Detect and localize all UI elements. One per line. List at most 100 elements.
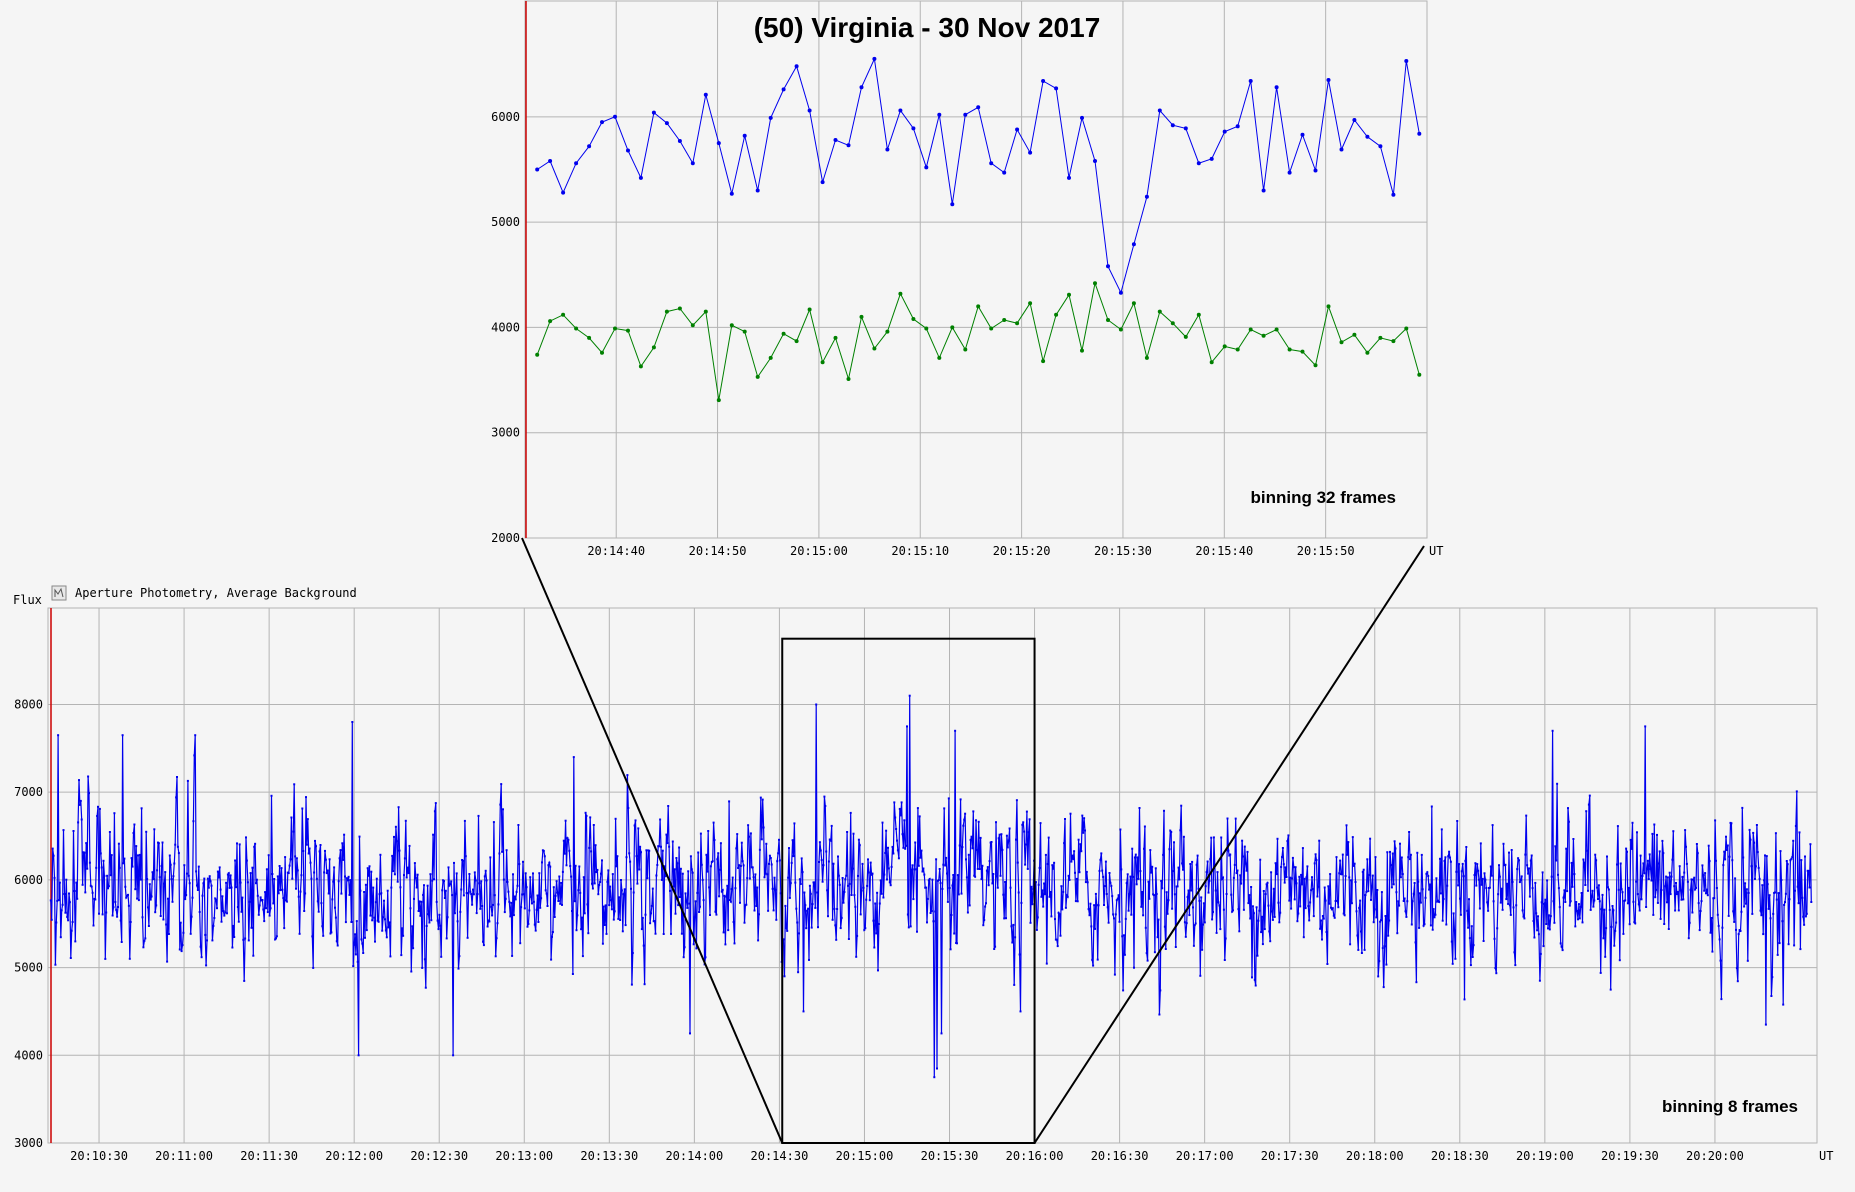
full-chart-data-point [1549, 915, 1552, 918]
full-chart-data-point [532, 900, 535, 903]
full-chart-data-point [141, 916, 144, 919]
zoom-chart-data-point [976, 304, 981, 309]
full-chart-data-point [1683, 871, 1686, 874]
full-chart-data-point [1725, 835, 1727, 838]
full-chart-data-point [1242, 855, 1244, 858]
full-chart-data-point [922, 867, 925, 870]
full-chart-data-point [1096, 958, 1099, 961]
full-chart-data-point [1363, 948, 1366, 951]
full-chart-data-point [650, 904, 653, 907]
full-chart-data-point [305, 843, 308, 846]
full-chart-data-point [985, 869, 988, 872]
full-chart-data-point [683, 946, 686, 949]
full-chart-data-point [1234, 817, 1237, 820]
full-chart-data-point [1482, 940, 1485, 942]
zoom-chart-data-point [613, 114, 617, 119]
full-chart-x-tick-label: 20:18:00 [1346, 1149, 1404, 1163]
full-chart-data-point [278, 865, 281, 867]
full-chart-data-point [1091, 958, 1094, 961]
full-chart-data-point [956, 874, 959, 877]
full-chart-data-point [1598, 900, 1601, 903]
full-chart-data-point [696, 891, 699, 894]
full-chart-data-point [120, 941, 123, 943]
full-chart-data-point [773, 876, 776, 879]
full-chart-data-point [853, 894, 856, 897]
full-chart-data-point [1794, 825, 1797, 827]
full-chart-data-point [1215, 931, 1218, 934]
full-chart-data-point [295, 887, 297, 890]
full-chart-data-point [1775, 898, 1778, 901]
full-chart-data-point [738, 864, 741, 867]
full-chart-data-point [1717, 924, 1720, 927]
full-chart-data-point [158, 876, 161, 879]
full-chart-data-point [472, 888, 474, 891]
full-chart-data-point [1286, 840, 1289, 843]
full-chart-data-point [291, 877, 294, 880]
chart-options-icon[interactable] [51, 585, 67, 601]
full-chart-data-point [874, 902, 877, 905]
full-chart-data-point [580, 928, 583, 931]
full-chart-data-point [1403, 897, 1406, 900]
zoom-chart-data-point [1300, 132, 1305, 137]
full-chart-data-point [99, 852, 102, 855]
full-chart-data-point [1783, 904, 1786, 906]
zoom-chart-data-point [1209, 156, 1214, 161]
full-chart-data-point [1410, 923, 1413, 926]
full-chart-data-point [1132, 875, 1135, 878]
full-chart-data-point [183, 864, 186, 867]
full-chart-data-point [906, 725, 908, 728]
full-chart-data-point [1560, 945, 1563, 948]
full-chart-data-point [482, 940, 484, 943]
full-chart-data-point [1786, 863, 1789, 866]
full-chart-data-point [658, 845, 661, 848]
full-chart-data-point [651, 887, 654, 890]
full-chart-data-point [588, 846, 591, 849]
full-chart-data-point [525, 886, 528, 889]
full-chart-data-point [334, 916, 337, 919]
full-chart-data-point [1745, 902, 1747, 905]
full-chart-data-point [218, 866, 221, 869]
full-chart-data-point [694, 900, 697, 903]
full-chart-data-point [1174, 946, 1177, 948]
full-chart-data-point [1318, 839, 1321, 842]
full-chart-data-point [1333, 916, 1336, 919]
full-chart-data-point [1622, 932, 1625, 935]
full-chart-data-point [1766, 883, 1769, 886]
full-chart-data-point [994, 945, 997, 948]
full-chart-data-point [1785, 860, 1788, 862]
full-chart-data-point [1467, 926, 1470, 929]
full-chart-data-point [1790, 857, 1793, 860]
full-chart-data-point [491, 914, 494, 917]
zoom-chart-data-point [677, 306, 682, 311]
full-chart-data-point [1271, 918, 1274, 921]
full-chart-data-point [681, 872, 684, 875]
full-chart-data-point [1447, 855, 1450, 858]
full-chart-data-point [1324, 899, 1327, 902]
full-chart-data-point [1104, 860, 1107, 863]
full-chart-data-point [1077, 838, 1080, 841]
full-chart-data-point [805, 927, 808, 930]
full-chart-data-point [1105, 893, 1108, 895]
full-chart-data-point [211, 939, 214, 942]
full-chart-data-point [1144, 926, 1147, 929]
full-chart-data-point [1568, 904, 1571, 907]
zoom-chart-data-point [1417, 131, 1422, 136]
full-chart-data-point [942, 863, 945, 866]
full-chart-data-point [1241, 839, 1244, 842]
full-chart-data-point [420, 900, 423, 903]
full-chart-data-point [1064, 818, 1066, 820]
full-chart-data-point [1725, 849, 1728, 851]
full-chart-data-point [776, 860, 779, 863]
full-chart-data-point [762, 826, 765, 829]
full-chart-data-point [1472, 944, 1475, 947]
full-chart-data-point [1332, 914, 1335, 917]
zoom-chart-data-point [963, 112, 968, 117]
full-chart-data-point [1531, 887, 1534, 890]
full-chart-data-point [606, 880, 609, 883]
full-chart-data-point [928, 878, 931, 880]
full-chart-data-point [1399, 842, 1401, 845]
full-chart-data-point [817, 926, 819, 929]
full-chart-data-point [732, 921, 735, 923]
zoom-chart-data-point [1157, 309, 1162, 314]
full-chart-data-point [184, 898, 187, 901]
